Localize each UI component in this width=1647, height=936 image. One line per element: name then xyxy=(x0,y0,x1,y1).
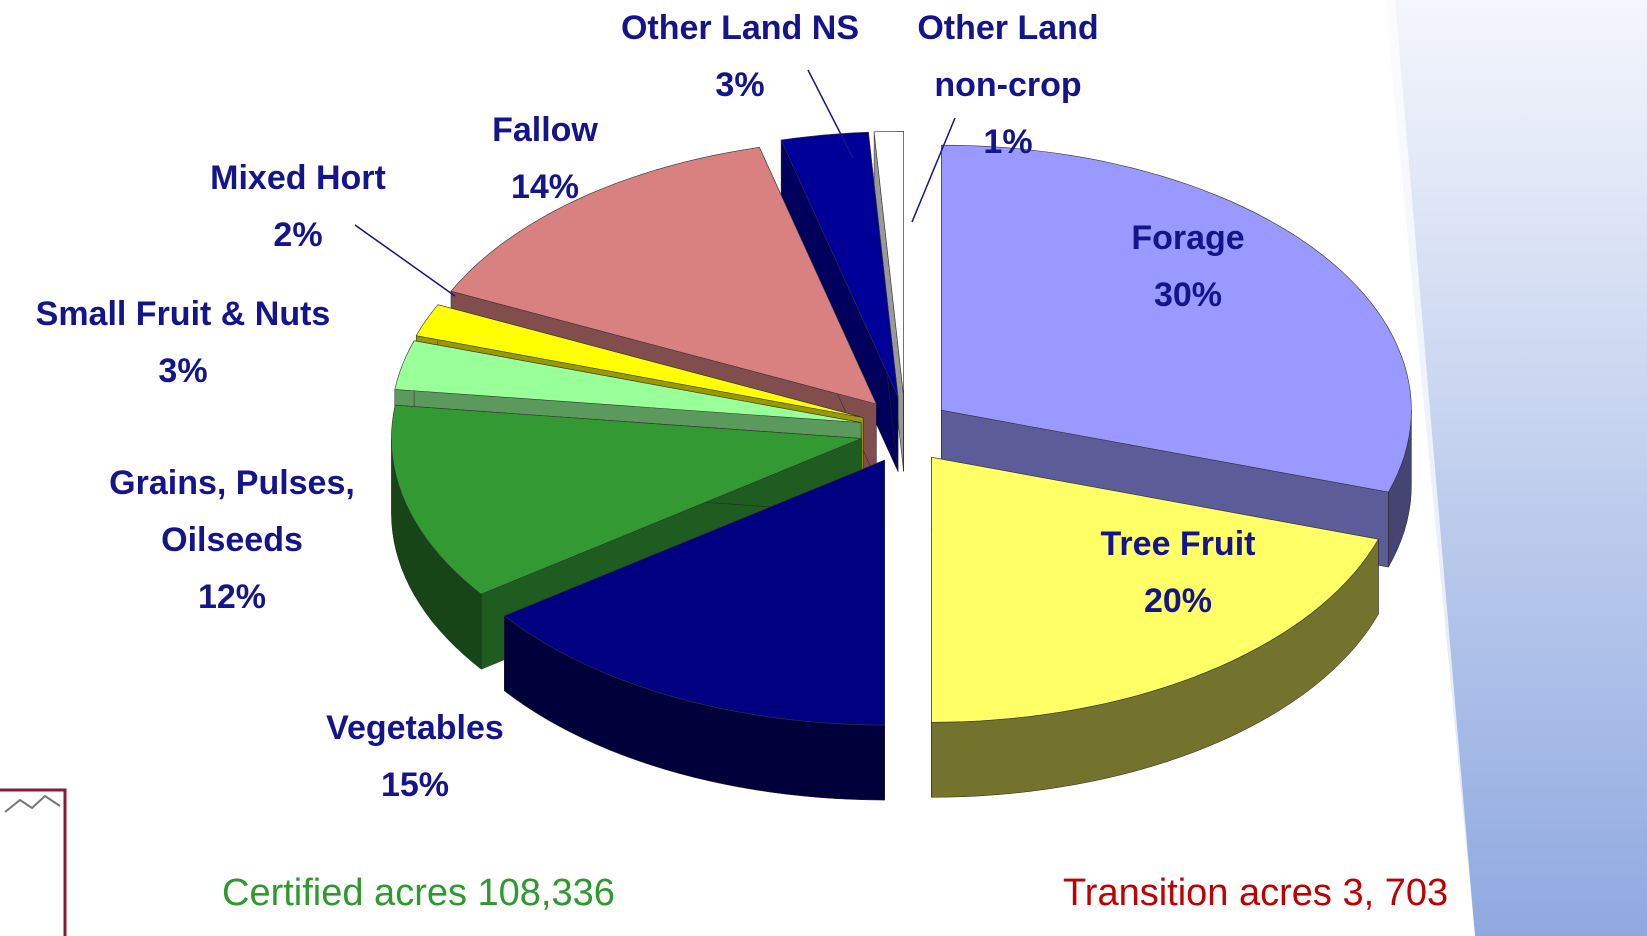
slice xyxy=(415,304,864,418)
category: Vegetables xyxy=(326,709,504,747)
slice xyxy=(873,130,904,397)
value-label: 30% xyxy=(1153,276,1223,314)
category: Mixed Hort xyxy=(210,159,386,197)
slice xyxy=(941,144,1412,493)
category: Small Fruit & Nuts xyxy=(35,295,331,333)
value-label: 20% xyxy=(1143,582,1213,620)
slice xyxy=(503,459,885,726)
leader-line xyxy=(807,69,854,159)
slice-label: Other Land non-crop 1% xyxy=(893,0,1123,171)
slice-label: Other Land NS 3% xyxy=(590,0,890,114)
slice-label: Tree Fruit 20% xyxy=(1028,516,1328,630)
slice-label: Fallow 14% xyxy=(445,102,645,216)
slice-label: Forage 30% xyxy=(1038,210,1338,324)
value-label: 1% xyxy=(983,123,1033,161)
category: Other Land non-crop xyxy=(917,9,1099,104)
slice-label: Mixed Hort 2% xyxy=(168,150,428,264)
value-label: 12% xyxy=(197,578,267,616)
slice xyxy=(931,456,1379,723)
value-label: 2% xyxy=(273,216,323,254)
leader-line xyxy=(354,224,456,297)
leader-line xyxy=(911,117,956,223)
value-label: 15% xyxy=(380,766,450,804)
slice xyxy=(450,146,877,405)
logo xyxy=(0,788,67,936)
category: Other Land NS xyxy=(620,9,860,47)
slice-label: Vegetables 15% xyxy=(265,700,565,814)
category: Forage xyxy=(1131,219,1245,257)
logo-mountains xyxy=(4,794,61,813)
pie xyxy=(391,130,1412,801)
slice-label: Small Fruit & Nuts 3% xyxy=(0,286,393,400)
value-label: 3% xyxy=(715,66,765,104)
value-label: 14% xyxy=(510,168,580,206)
category: Grains, Pulses, Oilseeds xyxy=(109,464,355,559)
slice xyxy=(391,404,862,595)
transition-note: Transition acres 3, 703 xyxy=(1063,872,1449,914)
slice xyxy=(780,131,899,397)
category: Fallow xyxy=(492,111,598,149)
background-panel xyxy=(1385,0,1647,936)
certified-note: Certified acres 108,336 xyxy=(222,872,615,914)
slice-label: Grains, Pulses, Oilseeds 12% xyxy=(82,455,382,626)
value-label: 3% xyxy=(158,352,208,390)
slice xyxy=(394,340,862,423)
category: Tree Fruit xyxy=(1100,525,1256,563)
